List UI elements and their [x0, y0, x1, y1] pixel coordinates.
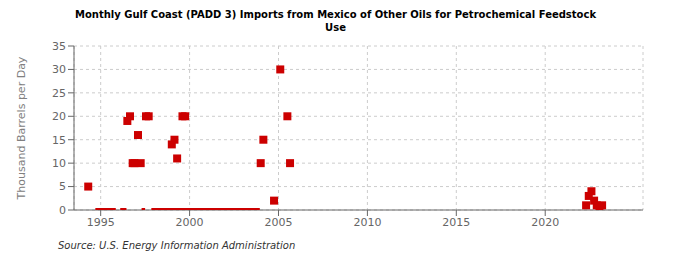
svg-text:Thousand Barrels per Day: Thousand Barrels per Day: [15, 56, 28, 200]
svg-text:0: 0: [59, 204, 66, 217]
svg-text:2015: 2015: [442, 216, 470, 229]
svg-text:10: 10: [52, 157, 66, 170]
svg-text:25: 25: [52, 87, 66, 100]
svg-text:15: 15: [52, 134, 66, 147]
svg-text:2020: 2020: [531, 216, 559, 229]
svg-text:35: 35: [52, 40, 66, 53]
svg-text:2010: 2010: [353, 216, 381, 229]
svg-text:1995: 1995: [87, 216, 115, 229]
svg-text:30: 30: [52, 63, 66, 76]
svg-text:5: 5: [59, 180, 66, 193]
svg-text:20: 20: [52, 110, 66, 123]
html-text:Source: U.S. Energy Informatio: Source: U.S. Energy Information Administ…: [58, 240, 296, 251]
svg-text:2005: 2005: [264, 216, 292, 229]
html-text:Monthly Gulf Coast (PADD 3) Im: Monthly Gulf Coast (PADD 3) Imports from…: [74, 9, 596, 33]
svg-text:2000: 2000: [176, 216, 204, 229]
